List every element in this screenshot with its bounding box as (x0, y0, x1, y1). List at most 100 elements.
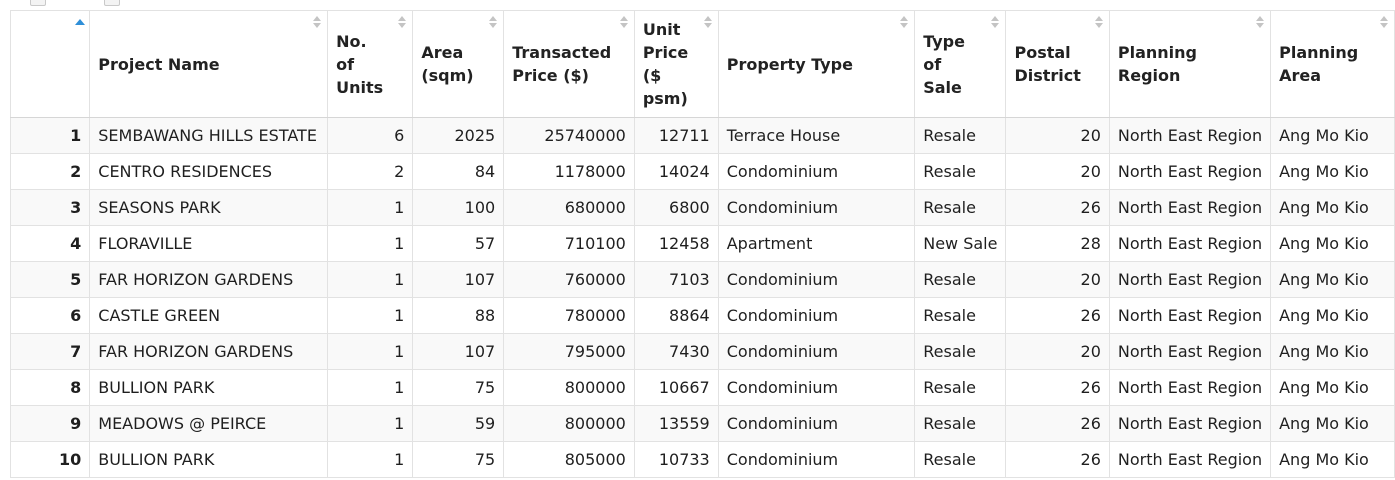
project-name-cell: SEASONS PARK (89, 189, 329, 226)
sort-icon[interactable] (1256, 16, 1265, 28)
planning-area-cell: Ang Mo Kio (1270, 261, 1395, 298)
units-cell: 1 (327, 225, 414, 262)
property-type-cell: Condominium (718, 441, 916, 478)
sort-icon[interactable] (313, 16, 322, 28)
type-of-sale-cell: Resale (914, 189, 1007, 226)
table-row[interactable]: 4 FLORAVILLE 1 57 710100 12458 Apartment New Sa… (9, 225, 1395, 262)
area-cell: 100 (412, 189, 505, 226)
postal-district-cell: 26 (1005, 297, 1110, 334)
type-of-sale-cell: Resale (914, 153, 1007, 190)
planning-region-cell: North East Region (1109, 225, 1272, 262)
postal-district-cell: 26 (1005, 405, 1110, 442)
area-cell: 75 (412, 369, 505, 406)
sort-ascending-icon[interactable] (75, 19, 85, 25)
column-header-label: Transacted Price ($) (512, 43, 612, 85)
column-header-postal-district[interactable]: Postal District (1005, 10, 1110, 118)
units-cell: 1 (327, 405, 414, 442)
filter-icon[interactable] (104, 0, 120, 6)
table-row[interactable]: 3 SEASONS PARK 1 100 680000 6800 Condominium Re… (9, 189, 1395, 226)
planning-region-cell: North East Region (1109, 153, 1272, 190)
project-name-cell: SEMBAWANG HILLS ESTATE (89, 117, 329, 154)
transacted-price-cell: 680000 (503, 189, 635, 226)
units-cell: 2 (327, 153, 414, 190)
area-cell: 57 (412, 225, 505, 262)
column-header-project-name[interactable]: Project Name (89, 10, 329, 118)
sort-icon[interactable] (703, 16, 712, 28)
property-type-cell: Condominium (718, 405, 916, 442)
table-row[interactable]: 7 FAR HORIZON GARDENS 1 107 795000 7430 Condom… (9, 333, 1395, 370)
planning-region-cell: North East Region (1109, 441, 1272, 478)
row-number-cell: 5 (9, 261, 91, 298)
back-icon[interactable] (30, 0, 46, 6)
planning-area-cell: Ang Mo Kio (1270, 441, 1395, 478)
column-header-units[interactable]: No. of Units (327, 10, 414, 118)
postal-district-cell: 26 (1005, 441, 1110, 478)
column-header-transacted-price[interactable]: Transacted Price ($) (503, 10, 635, 118)
table-row[interactable]: 6 CASTLE GREEN 1 88 780000 8864 Condominium Res… (9, 297, 1395, 334)
table-row[interactable]: 1 SEMBAWANG HILLS ESTATE 6 2025 25740000 1271… (9, 117, 1395, 154)
column-header-unit-price[interactable]: Unit Price ($ psm) (634, 10, 719, 118)
row-number-cell: 9 (9, 405, 91, 442)
table-row[interactable]: 5 FAR HORIZON GARDENS 1 107 760000 7103 Condom… (9, 261, 1395, 298)
planning-region-cell: North East Region (1109, 117, 1272, 154)
planning-area-cell: Ang Mo Kio (1270, 225, 1395, 262)
sort-icon[interactable] (398, 16, 407, 28)
column-header-type-of-sale[interactable]: Type of Sale (914, 10, 1007, 118)
property-type-cell: Condominium (718, 153, 916, 190)
units-cell: 1 (327, 369, 414, 406)
planning-region-cell: North East Region (1109, 261, 1272, 298)
sort-icon[interactable] (1380, 16, 1388, 28)
column-header-planning-region[interactable]: Planning Region (1109, 10, 1272, 118)
toolbar-strip (0, 0, 1395, 10)
planning-area-cell: Ang Mo Kio (1270, 153, 1395, 190)
area-cell: 2025 (412, 117, 505, 154)
planning-area-cell: Ang Mo Kio (1270, 369, 1395, 406)
project-name-cell: BULLION PARK (89, 441, 329, 478)
unit-price-cell: 7103 (634, 261, 719, 298)
row-number-cell: 7 (9, 333, 91, 370)
units-cell: 1 (327, 189, 414, 226)
units-cell: 1 (327, 441, 414, 478)
column-header-row-number[interactable] (9, 10, 91, 118)
transacted-price-cell: 800000 (503, 405, 635, 442)
table-row[interactable]: 10 BULLION PARK 1 75 805000 10733 Condominium R… (9, 441, 1395, 478)
unit-price-cell: 10733 (634, 441, 719, 478)
property-type-cell: Apartment (718, 225, 916, 262)
column-header-area[interactable]: Area (sqm) (412, 10, 505, 118)
row-number-cell: 10 (9, 441, 91, 478)
property-type-cell: Terrace House (718, 117, 916, 154)
sort-icon[interactable] (991, 16, 1000, 28)
sort-icon[interactable] (900, 16, 909, 28)
units-cell: 6 (327, 117, 414, 154)
table-row[interactable]: 9 MEADOWS @ PEIRCE 1 59 800000 13559 Condomini… (9, 405, 1395, 442)
row-number-cell: 8 (9, 369, 91, 406)
sort-icon[interactable] (489, 16, 498, 28)
column-header-property-type[interactable]: Property Type (718, 10, 916, 118)
postal-district-cell: 20 (1005, 153, 1110, 190)
area-cell: 107 (412, 261, 505, 298)
project-name-cell: BULLION PARK (89, 369, 329, 406)
table-row[interactable]: 8 BULLION PARK 1 75 800000 10667 Condominium Re… (9, 369, 1395, 406)
unit-price-cell: 7430 (634, 333, 719, 370)
column-header-label: Property Type (726, 54, 853, 74)
type-of-sale-cell: Resale (914, 405, 1007, 442)
type-of-sale-cell: Resale (914, 261, 1007, 298)
transacted-price-cell: 25740000 (503, 117, 635, 154)
transacted-price-cell: 710100 (503, 225, 635, 262)
postal-district-cell: 20 (1005, 333, 1110, 370)
column-header-label: Unit Price ($ psm) (642, 20, 689, 108)
row-number-cell: 3 (9, 189, 91, 226)
unit-price-cell: 12711 (634, 117, 719, 154)
sort-icon[interactable] (1094, 16, 1103, 28)
column-header-label: Project Name (98, 54, 220, 74)
sort-icon[interactable] (619, 16, 628, 28)
planning-region-cell: North East Region (1109, 189, 1272, 226)
transacted-price-cell: 805000 (503, 441, 635, 478)
column-header-planning-area[interactable]: Planning Area (1270, 10, 1395, 118)
planning-area-cell: Ang Mo Kio (1270, 333, 1395, 370)
postal-district-cell: 26 (1005, 369, 1110, 406)
table-row[interactable]: 2 CENTRO RESIDENCES 2 84 1178000 14024 Condomi… (9, 153, 1395, 190)
transacted-price-cell: 800000 (503, 369, 635, 406)
column-header-label: Planning Region (1117, 43, 1198, 85)
postal-district-cell: 20 (1005, 117, 1110, 154)
